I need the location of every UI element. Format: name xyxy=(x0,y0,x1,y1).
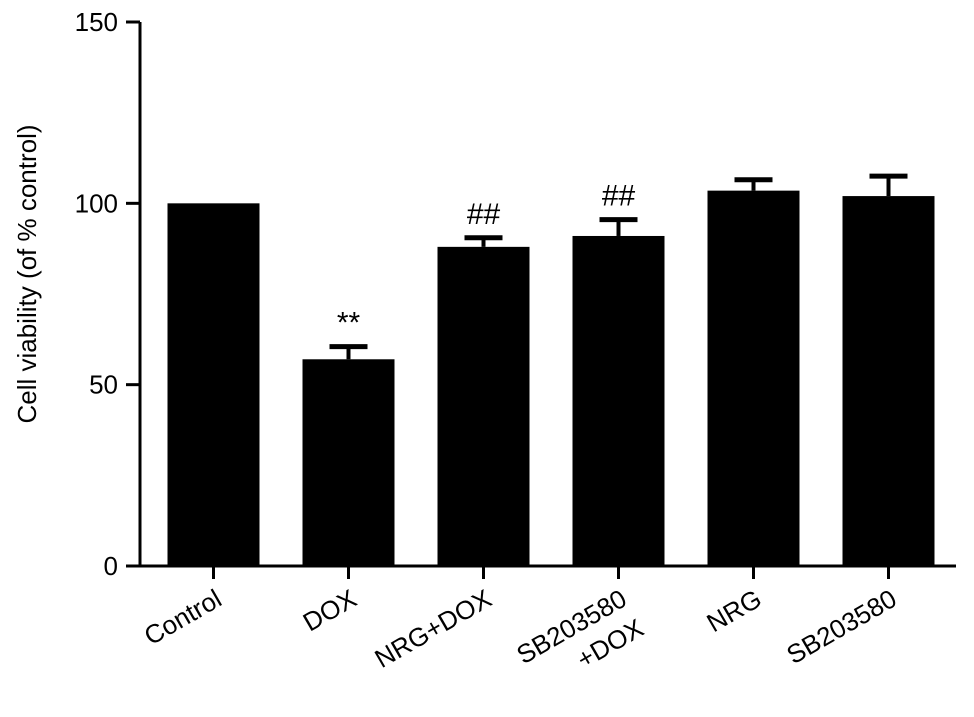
x-category-label: DOX xyxy=(298,583,362,637)
bar xyxy=(707,190,800,566)
axes-group xyxy=(138,22,956,568)
y-tick-label: 150 xyxy=(75,7,118,37)
bar xyxy=(302,359,395,566)
bar xyxy=(572,235,665,566)
x-category-label: SB203580+DOX xyxy=(511,583,648,699)
y-tick-label: 100 xyxy=(75,188,118,218)
bars-group xyxy=(167,190,935,567)
annotations-group: ** ## ## xyxy=(337,180,636,340)
y-axis-title: Cell viability (of % control) xyxy=(12,124,42,423)
y-tick-label: 0 xyxy=(104,551,118,581)
x-category-label: NRG xyxy=(701,583,766,638)
bar xyxy=(842,196,935,566)
bar xyxy=(167,203,260,567)
y-ticks-group: 0 50 100 150 xyxy=(75,7,140,581)
bar xyxy=(437,246,530,566)
x-ticks-group: Control DOX NRG+DOX SB203580+DOX NRG SB203580 xyxy=(139,566,902,699)
significance-annotation: ** xyxy=(337,307,361,340)
x-category-label: SB203580 xyxy=(781,583,901,670)
significance-annotation: ## xyxy=(602,180,636,213)
y-tick-label: 50 xyxy=(89,370,118,400)
significance-annotation: ## xyxy=(467,198,501,231)
error-bars-group xyxy=(329,173,908,360)
x-category-label: Control xyxy=(139,583,227,651)
x-category-label: NRG+DOX xyxy=(370,583,497,674)
